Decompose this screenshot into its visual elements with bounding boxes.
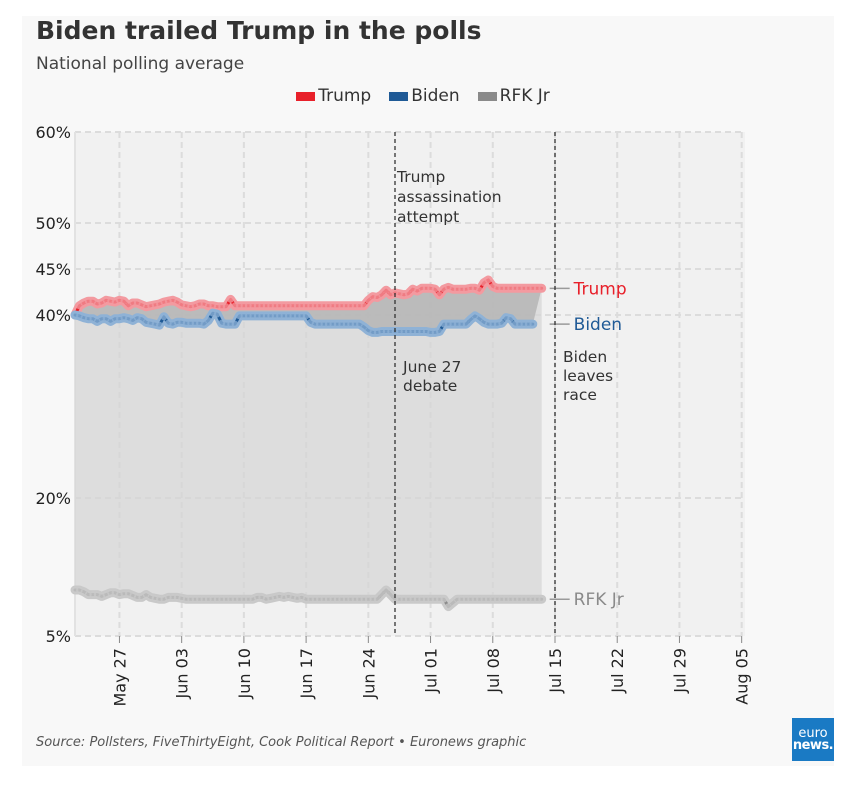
series-rfk-jr [70,585,547,612]
data-point-trump [222,303,230,311]
chart-source: Source: Pollsters, FiveThirtyEight, Cook… [36,735,527,750]
data-point-rfk-jr [378,591,386,598]
chart-subtitle: National polling average [36,54,245,74]
data-point-trump [404,290,412,298]
y-tick-label: 60% [35,123,71,142]
legend-label-rfk: RFK Jr [499,86,550,106]
annotation-debate-line: June 27 [402,358,461,376]
data-point-trump [382,286,390,294]
end-label-rfk-jr: RFK Jr [574,590,624,610]
x-tick-label: Jun 17 [297,648,316,699]
x-tick-label: Jul 15 [546,648,565,694]
data-point-rfk-jr [373,595,381,603]
data-point-trump [360,302,368,310]
chart-title: Biden trailed Trump in the polls [36,16,482,45]
data-point-trump [538,284,546,292]
series-trump [70,275,547,320]
annotation-biden-leaves: Biden leaves race [563,348,613,404]
annotation-biden-leaves-line: Biden [563,348,607,366]
annotation-assassination-line: assassination [397,188,502,206]
x-tick-label: Aug 05 [733,648,752,705]
data-point-trump [436,291,443,299]
x-tick-label: Jun 03 [173,648,192,699]
y-tick-label: 5% [46,627,71,646]
data-point-biden [462,320,470,328]
data-point-biden [213,310,221,318]
data-point-biden [160,313,168,321]
data-point-trump [378,291,386,299]
x-tick-label: Jun 10 [235,648,254,699]
x-tick-label: Jul 29 [670,648,689,694]
data-point-trump [120,297,128,305]
y-tick-label: 50% [35,214,71,233]
end-label-biden: Biden [574,315,622,335]
logo-line-1: euro [798,725,828,741]
euronews-logo[interactable]: euro news. [792,718,834,761]
data-point-biden [156,321,163,329]
x-tick-label: Jul 22 [608,648,627,694]
annotation-debate-line: debate [403,377,457,395]
data-point-trump [431,285,439,293]
data-point-rfk-jr [387,591,394,598]
x-tick-label: May 27 [110,648,129,707]
data-point-rfk-jr [538,595,546,603]
data-point-rfk-jr [440,595,448,603]
annotation-biden-leaves-line: leaves [563,367,613,385]
x-tick-label: Jul 08 [484,648,503,694]
data-point-trump [476,286,483,294]
data-point-biden [529,320,537,328]
legend-swatch-trump [296,91,316,101]
series-biden [70,308,538,337]
x-tick-label: Jun 24 [359,648,378,699]
annotation-debate: June 27 debate [402,358,461,395]
data-point-rfk-jr [444,603,452,610]
end-label-trump: Trump [573,279,627,299]
chart-legend: Trump Biden RFK Jr [0,86,846,106]
data-point-biden [204,317,212,324]
legend-item-trump[interactable]: Trump [296,86,371,106]
annotation-biden-leaves-line: race [563,386,597,404]
legend-item-biden[interactable]: Biden [389,86,460,106]
data-point-biden [231,320,239,328]
legend-label-trump: Trump [318,86,372,106]
y-tick-label: 45% [35,260,71,279]
legend-item-rfk[interactable]: RFK Jr [477,86,550,106]
area-band-lower [75,280,542,607]
legend-swatch-biden [389,91,409,101]
data-point-biden [507,315,514,323]
data-point-biden [302,312,310,320]
legend-swatch-rfk [477,91,497,101]
y-tick-label: 20% [35,489,71,508]
data-point-trump [484,276,492,284]
legend-label-biden: Biden [411,86,460,106]
data-point-trump [227,296,235,303]
data-point-rfk-jr [382,586,390,594]
logo-line-2: news. [792,737,834,753]
data-point-trump [364,296,372,304]
data-point-biden [436,328,443,335]
annotation-assassination-line: Trump [396,168,445,186]
y-tick-label: 40% [35,306,71,325]
x-tick-label: Jul 01 [422,648,441,694]
annotation-assassination-line: attempt [397,208,459,226]
annotation-assassination: Trump assassination attempt [396,168,502,226]
data-point-biden [498,319,506,327]
